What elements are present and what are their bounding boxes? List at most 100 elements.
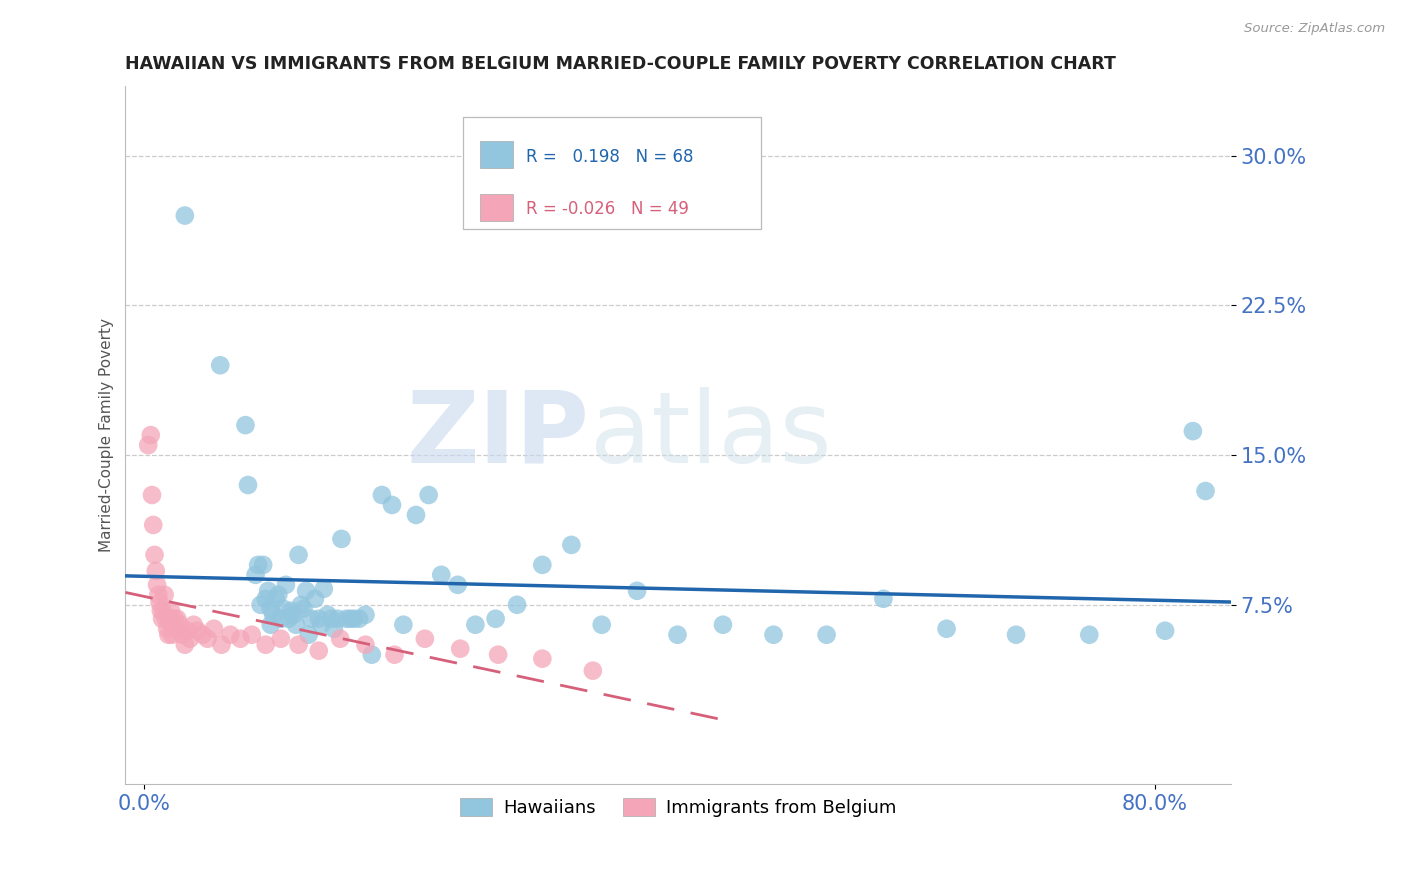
- Point: [330, 532, 353, 546]
- Point: [872, 591, 894, 606]
- Point: [277, 612, 299, 626]
- Point: [308, 612, 330, 626]
- Point: [418, 488, 440, 502]
- Point: [169, 617, 191, 632]
- Point: [339, 612, 361, 626]
- Point: [162, 617, 184, 632]
- Point: [287, 548, 309, 562]
- Point: [260, 601, 283, 615]
- Point: [295, 583, 318, 598]
- Point: [666, 628, 689, 642]
- Point: [157, 628, 180, 642]
- Point: [449, 641, 471, 656]
- Point: [711, 617, 734, 632]
- Point: [347, 612, 370, 626]
- Point: [219, 628, 242, 642]
- Point: [247, 558, 270, 572]
- Point: [815, 628, 838, 642]
- Point: [254, 638, 277, 652]
- Point: [316, 607, 339, 622]
- Point: [139, 428, 162, 442]
- Point: [163, 612, 186, 626]
- Point: [384, 648, 406, 662]
- Text: HAWAIIAN VS IMMIGRANTS FROM BELGIUM MARRIED-COUPLE FAMILY POVERTY CORRELATION CH: HAWAIIAN VS IMMIGRANTS FROM BELGIUM MARR…: [125, 55, 1116, 73]
- Point: [179, 632, 201, 646]
- Point: [486, 648, 509, 662]
- FancyBboxPatch shape: [481, 194, 513, 220]
- FancyBboxPatch shape: [481, 142, 513, 169]
- Point: [146, 578, 169, 592]
- Point: [249, 598, 271, 612]
- Point: [464, 617, 486, 632]
- Text: Source: ZipAtlas.com: Source: ZipAtlas.com: [1244, 22, 1385, 36]
- Point: [1194, 483, 1216, 498]
- Point: [560, 538, 582, 552]
- Point: [280, 604, 302, 618]
- Point: [506, 598, 529, 612]
- Legend: Hawaiians, Immigrants from Belgium: Hawaiians, Immigrants from Belgium: [453, 790, 904, 824]
- Point: [260, 617, 283, 632]
- Point: [762, 628, 785, 642]
- Point: [354, 638, 377, 652]
- Point: [298, 628, 321, 642]
- Point: [264, 591, 287, 606]
- Point: [148, 596, 170, 610]
- Point: [142, 517, 165, 532]
- Point: [262, 607, 284, 622]
- Point: [354, 607, 377, 622]
- Point: [202, 622, 225, 636]
- Point: [322, 622, 344, 636]
- Point: [430, 567, 453, 582]
- FancyBboxPatch shape: [463, 117, 761, 229]
- Point: [155, 612, 177, 626]
- Text: atlas: atlas: [589, 386, 831, 483]
- Point: [531, 651, 554, 665]
- Point: [591, 617, 613, 632]
- Point: [329, 632, 352, 646]
- Point: [484, 612, 506, 626]
- Point: [1005, 628, 1028, 642]
- Point: [160, 628, 183, 642]
- Point: [173, 209, 195, 223]
- Point: [283, 607, 305, 622]
- Text: R =   0.198   N = 68: R = 0.198 N = 68: [526, 148, 693, 166]
- Point: [136, 438, 159, 452]
- Point: [148, 588, 170, 602]
- Point: [1181, 424, 1204, 438]
- Point: [413, 632, 436, 646]
- Point: [143, 548, 166, 562]
- Point: [240, 628, 263, 642]
- Point: [197, 632, 219, 646]
- Text: ZIP: ZIP: [406, 386, 589, 483]
- Point: [1154, 624, 1177, 638]
- Point: [145, 564, 167, 578]
- Point: [447, 578, 470, 592]
- Text: R = -0.026   N = 49: R = -0.026 N = 49: [526, 201, 689, 219]
- Point: [236, 478, 259, 492]
- Point: [371, 488, 394, 502]
- Point: [245, 567, 267, 582]
- Point: [229, 632, 252, 646]
- Point: [183, 617, 205, 632]
- Point: [209, 358, 232, 372]
- Point: [270, 632, 292, 646]
- Point: [531, 558, 554, 572]
- Point: [312, 582, 335, 596]
- Point: [309, 617, 332, 632]
- Point: [159, 612, 181, 626]
- Point: [149, 604, 172, 618]
- Point: [405, 508, 427, 522]
- Point: [165, 622, 187, 636]
- Point: [582, 664, 605, 678]
- Point: [343, 612, 366, 626]
- Point: [270, 612, 292, 626]
- Point: [252, 558, 274, 572]
- Point: [254, 591, 277, 606]
- Point: [285, 617, 308, 632]
- Point: [257, 583, 280, 598]
- Point: [186, 624, 208, 638]
- Point: [160, 604, 183, 618]
- Y-axis label: Married-Couple Family Poverty: Married-Couple Family Poverty: [100, 318, 114, 552]
- Point: [626, 583, 648, 598]
- Point: [150, 612, 173, 626]
